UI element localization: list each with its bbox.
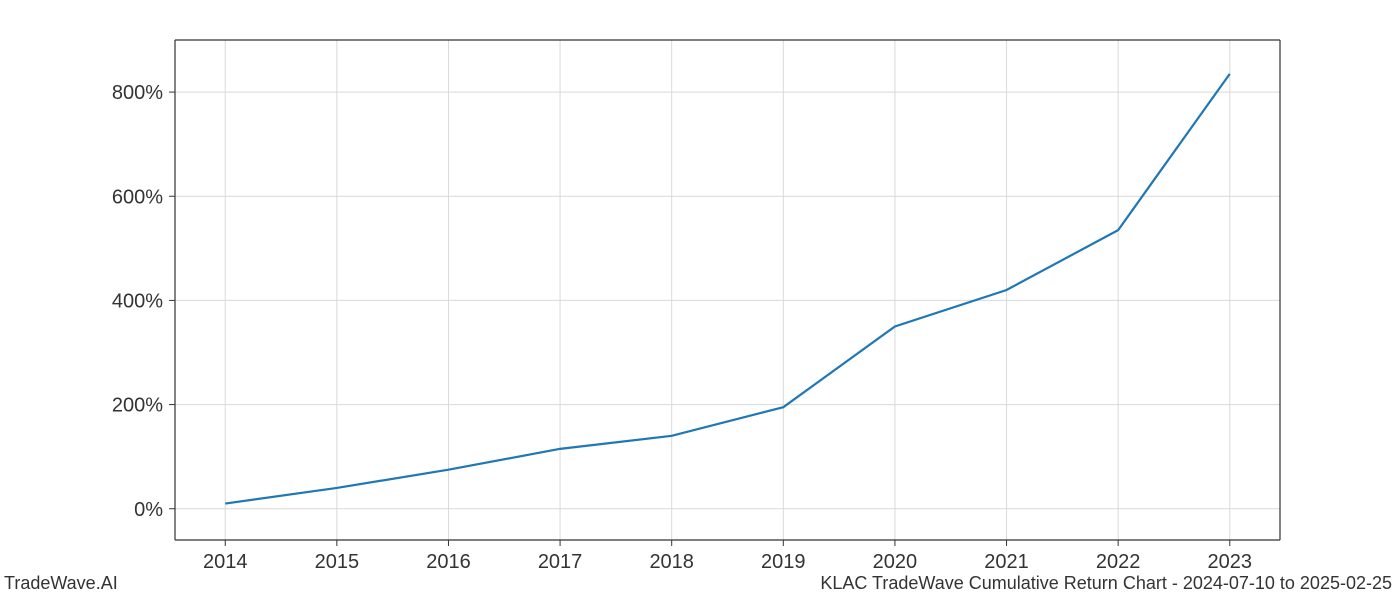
y-tick-label: 800% bbox=[112, 82, 163, 104]
x-tick-label: 2020 bbox=[873, 551, 918, 573]
footer-brand: TradeWave.AI bbox=[4, 573, 118, 594]
y-tick-label: 400% bbox=[112, 290, 163, 312]
y-tick-label: 600% bbox=[112, 186, 163, 208]
y-tick-label: 200% bbox=[112, 395, 163, 417]
x-tick-label: 2023 bbox=[1208, 551, 1253, 573]
x-tick-label: 2019 bbox=[761, 551, 806, 573]
x-tick-label: 2016 bbox=[426, 551, 471, 573]
x-tick-label: 2018 bbox=[649, 551, 694, 573]
x-tick-label: 2021 bbox=[984, 551, 1029, 573]
x-tick-label: 2017 bbox=[538, 551, 583, 573]
line-chart: 2014 2015 2016 2017 2018 2019 2020 2021 2022 2023… bbox=[0, 0, 1400, 600]
x-tick-label: 2015 bbox=[315, 551, 360, 573]
x-tick-label: 2022 bbox=[1096, 551, 1141, 573]
y-tick-label: 0% bbox=[134, 499, 163, 521]
x-tick-label: 2014 bbox=[203, 551, 248, 573]
series-cumulative-return bbox=[225, 74, 1230, 504]
chart-container: 2014 2015 2016 2017 2018 2019 2020 2021 2022 2023… bbox=[0, 0, 1400, 600]
footer-caption: KLAC TradeWave Cumulative Return Chart -… bbox=[820, 573, 1392, 594]
